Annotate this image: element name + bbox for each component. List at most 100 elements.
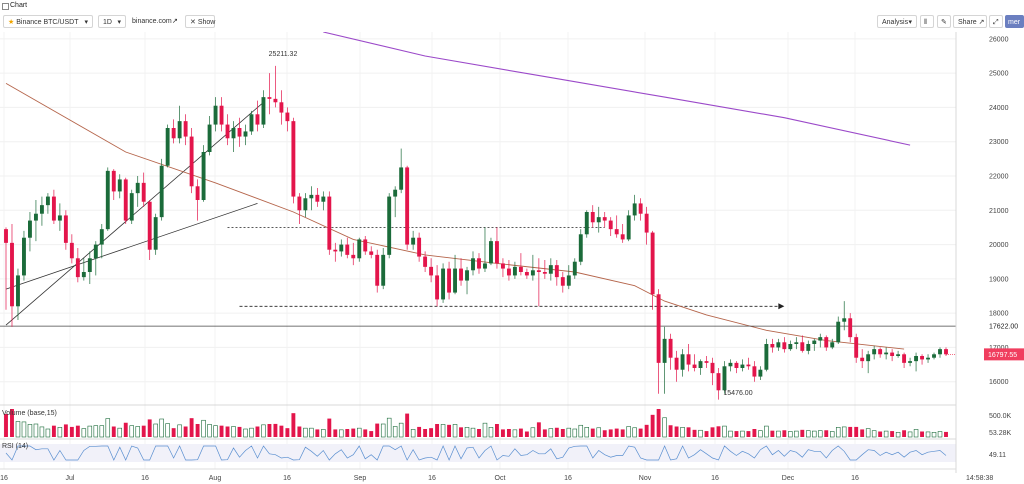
volume-bar [117,427,123,438]
candle-body [171,128,176,139]
volume-bar [243,428,248,438]
y-tick-label: 25000 [989,71,1009,78]
show-button-label: Show [197,19,216,26]
candle-body [680,354,685,370]
x-tick-label: Jul [66,475,75,482]
x-tick-label: 16 [283,475,291,482]
price-axis[interactable] [956,32,1024,473]
y-tick-label: 19000 [989,276,1009,283]
candle-body [644,213,649,233]
candle-body [710,362,715,374]
candle-body [722,366,727,391]
candle-body [938,349,942,355]
candle-body [465,270,469,281]
candle-body [477,258,481,269]
rsi-pane [0,444,956,462]
volume-bar [800,429,805,437]
candle-body [351,254,356,259]
show-button[interactable]: ✕ Show [185,15,215,28]
candle-body [189,136,194,187]
source-link[interactable]: binance.com [132,18,172,25]
draw-button[interactable]: ✎ [937,15,951,28]
volume-bar [315,429,320,437]
chart-tab-label[interactable]: Chart [10,2,28,9]
more-button[interactable]: mer [1005,15,1024,28]
candle-body [788,344,793,350]
candle-body [512,266,517,276]
candle-body [806,344,811,351]
volume-bar [291,413,296,437]
volume-bar [417,426,422,437]
x-tick-label: 16 [711,475,719,482]
volume-bar [806,430,811,438]
candle-body [830,342,835,348]
volume-bar [782,430,787,437]
volume-bar [111,426,116,437]
volume-bar [829,431,835,438]
candle-body [752,366,757,377]
candle-body [620,234,625,240]
candle-body [81,272,86,278]
fullscreen-button[interactable]: ⤢ [989,15,1003,28]
volume-bar [590,428,595,437]
interval-selector[interactable]: 1D ▾ [98,15,126,28]
external-link-icon[interactable]: ↗ [172,18,178,25]
candle-body [506,268,511,276]
volume-bar [907,431,913,438]
candle-body [908,361,913,363]
candle-body [674,357,679,370]
symbol-selector[interactable]: ★ Binance BTC/USDT ▾ [3,15,93,28]
share-label: Share [958,19,977,26]
candle-body [447,268,452,293]
candle-body [848,318,853,338]
candle-body [518,266,523,272]
volume-bar [440,424,446,438]
candle-body [4,229,8,243]
volume-bar [21,421,27,438]
volume-pane [4,409,948,438]
candle-body [213,105,218,125]
candle-body [201,152,206,200]
volume-bar [69,426,74,437]
candle-body [225,124,230,139]
volume-bar [380,423,386,438]
volume-bar [351,428,356,437]
x-tick-label: Dec [782,475,795,482]
analysis-dropdown[interactable]: Analysis ▾ [877,15,917,28]
candle-body [878,349,883,355]
candle-body [608,220,613,230]
candle-body [315,194,320,202]
candle-body [483,263,487,269]
volume-bar [644,424,649,437]
candle-body [387,196,392,255]
indicators-button[interactable]: ⫴ [920,15,934,28]
volume-bar [477,429,481,437]
volume-bar [135,426,140,438]
x-tick-label: Oct [495,475,506,482]
x-tick-label: Sep [354,475,367,482]
candle-body [135,182,140,194]
volume-bar [746,431,751,437]
more-label: mer [1008,19,1021,26]
chevron-down-icon: ▾ [908,19,912,26]
volume-bar [495,424,499,437]
candle-body [33,213,38,221]
share-button[interactable]: Share ↗ [953,15,987,28]
candle-body [237,128,242,137]
volume-bar [925,431,931,438]
candle-body [824,337,829,348]
volume-bar [596,427,601,438]
candle-body [800,342,805,351]
star-icon[interactable]: ★ [8,19,15,26]
trend-channel-line [5,101,264,326]
candle-body [536,270,541,272]
candle-body [920,356,924,360]
price-chart[interactable]: 26000 25000 24000 23000 22000 21000 20000 19000… [0,32,1024,484]
candle-body [453,268,457,293]
candle-body [686,354,691,365]
candle-body [105,170,110,230]
candle-body [554,265,559,278]
volume-bar [560,429,565,437]
volume-bar [171,428,176,437]
level-label-bg [957,321,1024,332]
